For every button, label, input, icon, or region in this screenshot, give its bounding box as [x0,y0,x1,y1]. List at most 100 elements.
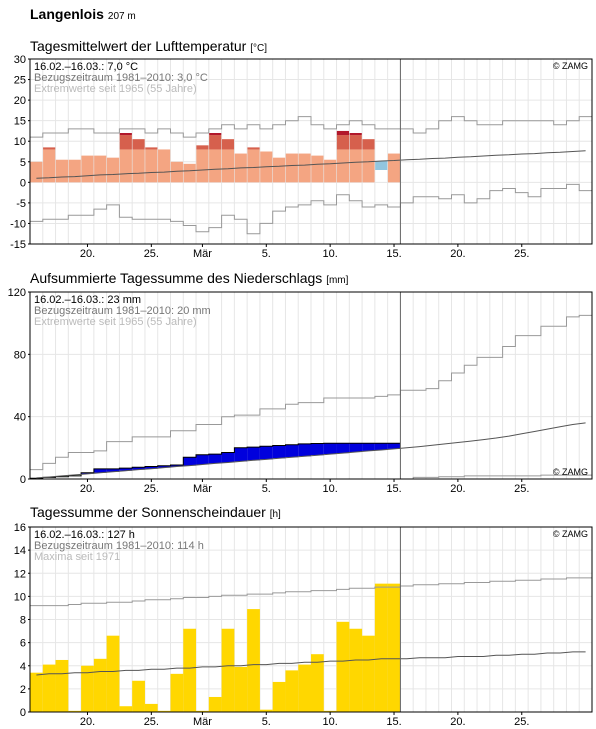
precip-excess-area [298,443,311,457]
sunshine-bar [132,680,145,712]
precip-excess-area [349,443,363,453]
temp-bar-warmer [247,147,260,150]
temp-bar [272,157,286,183]
sunshine-bar [349,628,363,712]
sunshine-bar [157,710,171,712]
y-tick-label: 40 [14,412,26,424]
y-tick-label: 0 [20,474,26,486]
x-tick-label: 25. [514,716,529,728]
temp-bar [349,149,362,183]
x-tick-label: 10. [323,248,338,260]
precip-excess-area [285,444,299,458]
sunshine-bar [196,710,209,712]
precip-extreme-max-line [30,314,592,471]
precip-excess-area [157,465,171,468]
y-tick-label: 5 [20,157,26,169]
temp-bar-warmest [336,130,350,136]
temperature-unit: [°C] [250,43,267,54]
reference-text: Bezugszeitraum 1981–2010: 114 h [34,540,204,552]
y-tick-label: 80 [14,349,26,361]
precipitation-chart-title: Aufsummierte Tagessumme des Niederschlag… [30,270,348,286]
temp-bar [183,163,196,183]
sunshine-bar [30,672,43,712]
x-tick-label: Mär [193,716,212,728]
y-tick-label: 25 [14,75,26,87]
station-altitude: 207 m [107,11,136,22]
station-header: Langenlois 207 m [30,6,136,22]
copyright-text: © ZAMG [553,61,588,71]
temp-bar-warmer [43,147,56,150]
extremes-note-text: Extremwerte seit 1965 (55 Jahre) [34,316,197,328]
temp-bar-cold [375,160,388,170]
sunshine-bar [387,583,401,712]
summary-text: 16.02.–16.03.: 23 mm [34,294,141,306]
precip-excess-area [311,443,324,456]
temp-bar [158,149,171,183]
sunshine-bar [323,710,337,712]
y-tick-label: 0 [20,707,26,719]
copyright-text: © ZAMG [553,529,588,539]
x-tick-label: 5. [262,483,271,495]
x-tick-label: 25. [144,483,159,495]
sunshine-unit: [h] [269,509,281,520]
x-tick-label: 20. [80,483,95,495]
y-tick-label: -10 [10,218,26,230]
extremes-note-text: Extremwerte seit 1965 (55 Jahre) [34,83,197,95]
precip-excess-area [362,443,375,451]
sunshine-bar [42,664,56,712]
sunshine-bar [247,609,260,712]
y-tick-label: 20 [14,95,26,107]
temp-bar [119,149,132,183]
sunshine-chart-title: Tagessumme der Sonnenscheindauer [h] [30,504,281,520]
precip-excess-area [81,472,94,474]
temp-bar [285,153,298,183]
temp-bar [30,161,43,183]
x-tick-label: 20. [80,716,95,728]
sunshine-bar [298,664,311,712]
y-tick-label: 16 [14,522,26,534]
y-tick-label: 120 [8,287,26,299]
precip-excess-area [272,445,286,459]
sunshine-bar [55,659,69,712]
x-tick-label: Mär [193,483,212,495]
temp-bar [221,149,235,183]
temp-bar-warmer [196,145,209,150]
y-tick-label: 2 [20,684,26,696]
chart-panel-2 [28,291,593,482]
precipitation-unit: [mm] [326,275,349,286]
x-tick-label: 25. [514,483,529,495]
temp-bar [170,161,183,183]
sunshine-bar [336,621,350,712]
sunshine-bar [259,709,273,712]
chart-frame [29,58,593,245]
temp-extreme-min-line [30,183,592,235]
y-tick-label: 0 [20,177,26,189]
chart-panel-1 [28,58,593,247]
sunshine-bar [374,583,388,712]
sunshine-bar [93,658,107,712]
temp-bar-warmer [145,147,158,150]
temp-bar-warmer [336,135,350,150]
temp-bar [387,153,401,183]
precip-excess-area [336,443,350,454]
sunshine-bar [170,673,184,712]
precip-excess-area [247,447,260,461]
sunshine-bar [362,635,375,712]
temp-bar-warmer [209,135,222,150]
temp-bar [81,155,94,183]
sunshine-bar [272,681,286,712]
chart-frame [29,291,593,480]
y-tick-label: -15 [10,239,26,251]
sunshine-bar [144,703,158,712]
temp-bar [247,149,260,183]
x-tick-label: 20. [80,248,95,260]
precip-excess-area [387,443,401,449]
temp-bar [336,149,350,183]
y-tick-label: 10 [14,136,26,148]
precip-cumulative-line [30,442,401,479]
reference-text: Bezugszeitraum 1981–2010: 20 mm [34,305,211,317]
x-tick-label: 25. [144,248,159,260]
sunshine-maxima-line [30,577,592,607]
x-tick-label: 20. [450,483,465,495]
